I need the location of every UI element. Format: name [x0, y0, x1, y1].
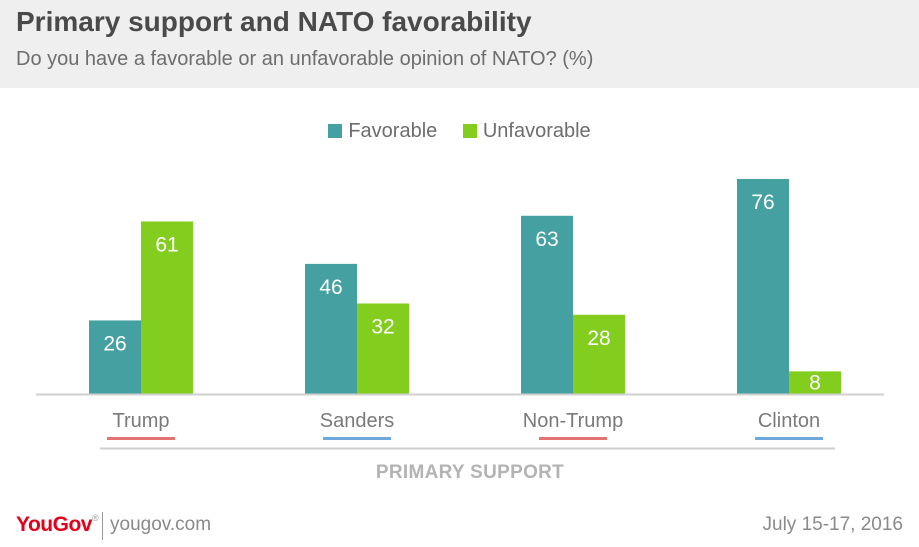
- bar-favorable-non-trump: [521, 215, 573, 394]
- legend-label-unfavorable: Unfavorable: [482, 120, 591, 142]
- legend-item-unfavorable: Unfavorable: [462, 120, 591, 143]
- data-label-favorable-clinton: 76: [751, 191, 774, 214]
- bar-unfavorable-clinton: [789, 371, 841, 394]
- legend-label-favorable: Favorable: [348, 120, 438, 142]
- category-underline-trump: [107, 437, 175, 440]
- bar-unfavorable-non-trump: [573, 314, 625, 394]
- legend: Favorable Unfavorable: [0, 120, 919, 143]
- category-underline-sanders: [323, 437, 391, 440]
- bar-unfavorable-sanders: [357, 303, 409, 394]
- bar-favorable-sanders: [305, 263, 357, 394]
- data-label-unfavorable-clinton: 8: [809, 372, 821, 395]
- data-label-favorable-trump: 26: [103, 332, 126, 355]
- footer-date: July 15-17, 2016: [762, 514, 904, 535]
- header-band: Primary support and NATO favorability Do…: [0, 0, 919, 88]
- chart-title: Primary support and NATO favorability: [16, 6, 532, 37]
- legend-item-favorable: Favorable: [328, 120, 437, 143]
- yougov-logo-text: YouGov: [16, 513, 92, 536]
- footer-site-link[interactable]: yougov.com: [110, 514, 212, 535]
- x-axis-title: PRIMARY SUPPORT: [375, 462, 565, 483]
- footer-divider: [102, 512, 103, 540]
- yougov-logo: YouGov®: [16, 513, 99, 536]
- data-label-unfavorable-non-trump: 28: [587, 327, 610, 350]
- data-label-favorable-sanders: 46: [319, 276, 342, 299]
- bar-favorable-trump: [89, 320, 141, 394]
- category-underline-clinton: [755, 437, 823, 440]
- category-label-trump: Trump: [112, 410, 169, 432]
- legend-swatch-unfavorable: [462, 124, 477, 138]
- chart-subtitle: Do you have a favorable or an unfavorabl…: [16, 48, 594, 70]
- data-label-unfavorable-sanders: 32: [371, 315, 394, 338]
- legend-swatch-favorable: [328, 124, 343, 138]
- category-label-sanders: Sanders: [320, 410, 395, 432]
- category-label-clinton: Clinton: [758, 410, 820, 432]
- bar-favorable-clinton: [737, 179, 789, 394]
- data-label-unfavorable-trump: 61: [155, 233, 178, 256]
- data-label-favorable-non-trump: 63: [535, 228, 558, 251]
- bar-unfavorable-trump: [141, 221, 193, 394]
- category-underline-non-trump: [539, 437, 607, 440]
- category-label-non-trump: Non-Trump: [523, 410, 623, 432]
